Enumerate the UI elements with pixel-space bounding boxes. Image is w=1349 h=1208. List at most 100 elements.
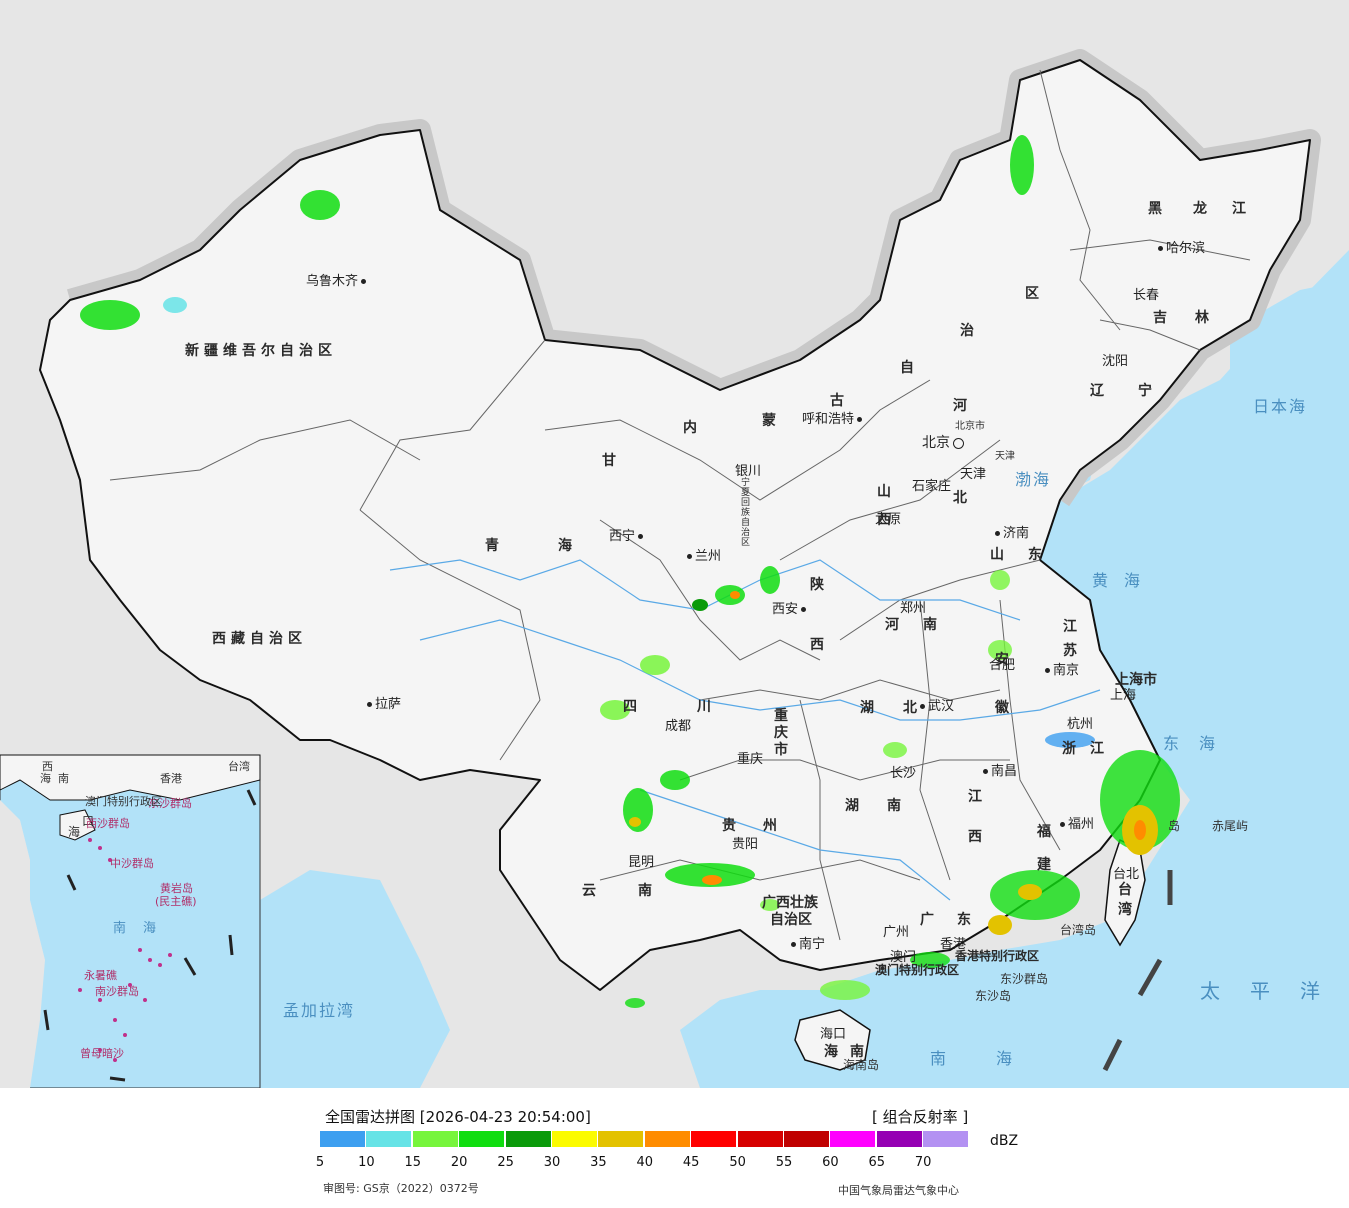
inset-hongkong: 香港 [160,772,182,785]
province-hubei-2: 北 [903,700,917,716]
legend-tick: 65 [868,1155,886,1170]
city-taiyuan: 太原 [875,512,902,527]
taiwan-island [1104,838,1146,947]
sea-bengal: 孟加拉湾 [283,1001,356,1020]
island-dongsha-group: 东沙群岛 [1000,972,1049,986]
legend-unit: dBZ [990,1133,1019,1149]
japan-sea [1230,280,1349,500]
province-neimenggu-5: 治 [960,323,974,339]
inset-zhongsha: 中沙群岛 [110,857,154,870]
inset-sea-1: 南 [113,921,127,936]
approval-number: 审图号: GS京（2022）0372号 [323,1182,479,1195]
city-changchun: 长春 [1133,288,1160,303]
province-neimenggu-3: 古 [830,393,844,409]
map-canvas [0,0,1349,1088]
city-xining: 西宁 [609,525,646,544]
legend-swatch [320,1131,365,1147]
province-gansu: 甘 [602,453,616,469]
inset-macau: 澳门特别行政区 [85,795,162,808]
island-chiwei: 赤尾屿 [1212,819,1249,833]
legend-tick: 45 [682,1155,700,1170]
province-xinjiang: 新疆维吾尔自治区 [185,343,337,359]
province-heilongjiang-3: 江 [1232,201,1246,217]
inset-hai: 海 [40,772,51,785]
legend-tick: 30 [543,1155,561,1170]
province-shaanxi: 陕西 [810,577,824,653]
city-kunming: 昆明 [628,855,655,870]
legend-swatch [876,1131,922,1147]
sea-east: 东海 [1163,734,1236,753]
province-sichuan-2: 川 [697,699,711,715]
inset-zengmu: 曾母暗沙 [80,1047,124,1060]
boundary-markers [1102,870,1173,1072]
province-hebei-1: 河 [953,398,967,414]
city-jinan: 济南 [992,522,1029,541]
city-hongkong: 香港 [940,937,967,952]
bengal-sea [260,870,450,1088]
sea-pacific: 太平洋 [1200,979,1349,1003]
city-xian: 西安 [772,598,809,617]
province-hubei-1: 湖 [860,700,874,716]
city-chongqing: 重庆 [737,752,764,767]
legend-swatch [598,1131,644,1147]
hainan-island [794,1009,871,1071]
province-hunan-2: 南 [887,798,901,814]
province-shanxi: 山西 [877,484,891,528]
radar-map: 新疆维吾尔自治区 西藏自治区 青 海 甘 内 蒙 古 自 治 区 黑 龙 江 吉… [0,0,1349,1088]
province-jilin-1: 吉 [1153,310,1167,326]
legend-tick: 60 [822,1155,839,1170]
island-diaoyu: 岛 [1168,819,1181,833]
city-harbin: 哈尔滨 [1155,237,1205,256]
city-zhengzhou: 郑州 [900,601,927,616]
province-yunnan-2: 南 [638,883,652,899]
province-jilin-2: 林 [1195,310,1209,326]
inset-taiwan: 台湾 [228,760,250,773]
province-zhejiang-2: 江 [1090,741,1104,757]
city-shijiazhuang: 石家庄 [912,479,952,494]
legend-swatch [552,1131,597,1147]
province-hunan-1: 湖 [845,798,859,814]
city-urumqi: 乌鲁木齐 [306,270,369,289]
city-macau: 澳门 [890,950,917,965]
province-sichuan-1: 四 [623,699,637,715]
province-liaoning-1: 辽 [1090,383,1104,399]
legend-tick: 5 [315,1155,325,1170]
city-fuzhou: 福州 [1057,813,1094,832]
legend-swatch [830,1131,876,1147]
inset-dongsha: 东沙群岛 [148,797,192,810]
province-hebei-2: 北 [953,490,967,506]
region-hongkong: 香港特别行政区 [955,949,1040,963]
legend-panel: 全国雷达拼图 [2026-04-23 20:54:00] [ 组合反射率 ] 5… [0,1088,1349,1208]
province-heilongjiang-2: 龙 [1193,201,1207,217]
province-neimenggu-2: 蒙 [762,413,776,429]
province-qinghai-2: 海 [558,538,572,554]
city-haikou: 海口 [820,1027,847,1042]
legend-swatch [737,1131,783,1147]
legend-tick: 35 [590,1155,607,1170]
island-hainan: 海南岛 [843,1058,880,1072]
province-henan-2: 南 [923,617,937,633]
city-yinchuan: 银川 [735,464,762,479]
province-xizang: 西藏自治区 [212,631,307,647]
province-guangxi-1: 广西壮族 [762,895,818,911]
sea-bohai: 渤海 [1015,470,1052,489]
city-guangzhou: 广州 [883,925,910,940]
sea-yellow: 黄海 [1092,571,1157,590]
province-guangdong-2: 东 [957,912,971,928]
capital-icon [953,437,964,449]
city-shenyang: 沈阳 [1102,354,1129,369]
legend-title: 全国雷达拼图 [2026-04-23 20:54:00] [325,1108,591,1126]
legend-swatch [644,1131,690,1147]
province-guangdong-1: 广 [920,912,934,928]
source-agency: 中国气象局雷达气象中心 [838,1184,959,1197]
region-tianjin: 天津 [995,451,1015,462]
city-lanzhou: 兰州 [684,545,721,564]
inset-nansha: 南沙群岛 [95,985,139,998]
legend-tick: 20 [450,1155,468,1170]
city-guiyang: 贵阳 [732,837,759,852]
province-neimenggu-4: 自 [900,360,914,376]
city-changsha: 长沙 [890,766,917,781]
inset-yongshu: 永暑礁 [84,969,117,982]
city-nanchang: 南昌 [980,760,1017,779]
legend-tick: 40 [636,1155,654,1170]
